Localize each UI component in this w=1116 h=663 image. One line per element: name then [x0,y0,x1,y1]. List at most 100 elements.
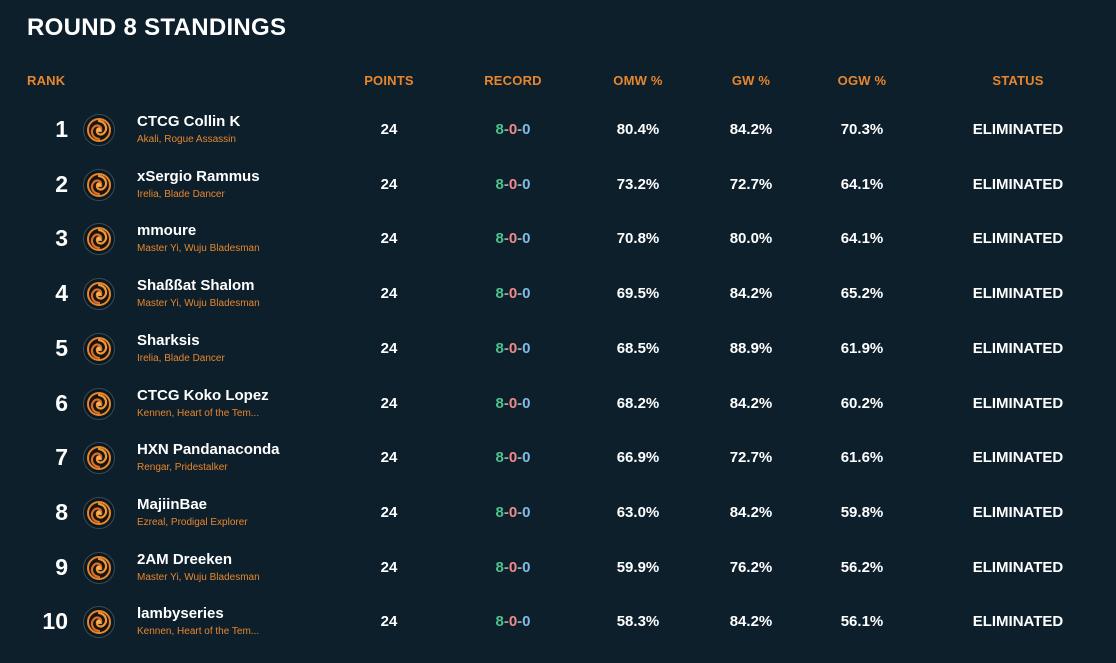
header-gw: GW % [731,73,771,88]
status-badge: ELIMINATED [972,285,1064,303]
omw-value: 68.2% [616,394,660,412]
legend-emblem-icon [83,332,115,365]
record-value: 8-0-0 [495,285,531,303]
rank-number: 3 [55,225,68,252]
record-losses: 0 [508,394,518,412]
status-badge: ELIMINATED [972,230,1064,248]
player-deck: Kennen, Heart of the Tem... [137,407,260,419]
gw-value: 76.2% [729,558,773,576]
record-losses: 0 [508,339,518,357]
standings-row[interactable]: 2 xSergio Rammus Irelia, Blade Dancer 24… [0,165,1116,219]
record-value: 8-0-0 [495,558,531,576]
omw-value: 70.8% [616,230,660,248]
player-name[interactable]: CTCG Koko Lopez [137,386,269,404]
gw-value: 84.2% [729,503,773,521]
gw-value: 80.0% [729,230,773,248]
record-losses: 0 [508,121,518,138]
record-losses: 0 [508,503,518,521]
gw-value: 84.2% [729,613,773,631]
ogw-value: 60.2% [840,394,884,412]
standings-row[interactable]: 10 lambyseries Kennen, Heart of the Tem.… [0,602,1116,656]
standings-row[interactable]: 4 Shaßßat Shalom Master Yi, Wuju Bladesm… [0,274,1116,328]
standings-row[interactable]: 1 CTCG Collin K Akali, Rogue Assassin 24… [0,110,1116,164]
record-wins: 8 [495,175,504,193]
record-draws: 0 [522,285,531,303]
omw-value: 58.3% [616,613,660,631]
rank-number: 1 [55,116,68,142]
standings-row[interactable]: 6 CTCG Koko Lopez Kennen, Heart of the T… [0,384,1116,438]
status-badge: ELIMINATED [972,558,1064,576]
record-value: 8-0-0 [495,449,531,467]
points-value: 24 [380,121,398,138]
record-draws: 0 [522,339,531,357]
rank-number: 9 [55,553,68,580]
points-value: 24 [380,339,398,357]
page-title: ROUND 8 STANDINGS [27,14,287,41]
legend-emblem-icon [83,114,115,146]
record-losses: 0 [508,558,518,576]
ogw-value: 61.6% [840,449,884,467]
omw-value: 66.9% [616,449,660,467]
points-value: 24 [380,394,398,412]
points-value: 24 [380,230,398,248]
record-value: 8-0-0 [495,394,531,412]
gw-value: 72.7% [729,175,773,193]
player-name[interactable]: Sharksis [137,331,200,349]
standings-row[interactable]: 8 MajiinBae Ezreal, Prodigal Explorer 24… [0,493,1116,547]
player-name[interactable]: xSergio Rammus [137,167,260,185]
status-badge: ELIMINATED [972,175,1064,193]
player-name[interactable]: Shaßßat Shalom [137,277,255,295]
player-deck: Irelia, Blade Dancer [137,352,225,364]
omw-value: 68.5% [616,339,660,357]
standings-row[interactable]: 3 mmoure Master Yi, Wuju Bladesman 24 8-… [0,219,1116,273]
standings-row[interactable]: 5 Sharksis Irelia, Blade Dancer 24 8-0-0… [0,329,1116,383]
record-draws: 0 [522,230,531,248]
player-deck: Master Yi, Wuju Bladesman [137,298,260,310]
ogw-value: 56.2% [840,558,884,576]
player-name[interactable]: HXN Pandanaconda [137,441,280,459]
record-wins: 8 [495,503,504,521]
legend-emblem-icon [83,223,115,256]
record-losses: 0 [508,613,518,631]
player-name[interactable]: CTCG Collin K [137,113,241,130]
record-value: 8-0-0 [495,230,531,248]
record-wins: 8 [495,558,504,576]
header-omw: OMW % [613,73,663,88]
rank-number: 6 [55,389,68,416]
player-deck: Master Yi, Wuju Bladesman [137,571,260,583]
record-wins: 8 [495,339,504,357]
omw-value: 59.9% [616,558,660,576]
ogw-value: 65.2% [840,285,884,303]
player-deck: Ezreal, Prodigal Explorer [137,516,248,528]
rank-number: 4 [55,280,68,307]
header-ogw: OGW % [837,73,887,88]
record-draws: 0 [522,613,531,631]
player-deck: Master Yi, Wuju Bladesman [137,243,260,255]
points-value: 24 [380,449,398,467]
player-name[interactable]: 2AM Dreeken [137,550,233,568]
rank-number: 2 [55,170,68,197]
omw-value: 69.5% [616,285,660,303]
player-deck: Rengar, Pridestalker [137,462,228,474]
record-losses: 0 [508,285,518,303]
points-value: 24 [380,175,398,193]
player-name[interactable]: mmoure [137,222,197,240]
header-status: STATUS [992,73,1044,88]
ogw-value: 59.8% [840,503,884,521]
gw-value: 72.7% [729,449,773,467]
record-draws: 0 [522,394,531,412]
points-value: 24 [380,613,398,631]
record-draws: 0 [522,558,531,576]
standings-row[interactable]: 7 HXN Pandanaconda Rengar, Pridestalker … [0,438,1116,492]
record-wins: 8 [495,613,504,631]
legend-emblem-icon [83,168,115,201]
player-name[interactable]: MajiinBae [137,495,208,513]
standings-row[interactable]: 9 2AM Dreeken Master Yi, Wuju Bladesman … [0,548,1116,602]
points-value: 24 [380,558,398,576]
player-name[interactable]: lambyseries [137,605,224,623]
gw-value: 84.2% [729,394,773,412]
legend-emblem-icon [83,551,115,584]
gw-value: 84.2% [729,285,773,303]
record-value: 8-0-0 [495,613,531,631]
record-value: 8-0-0 [495,503,531,521]
